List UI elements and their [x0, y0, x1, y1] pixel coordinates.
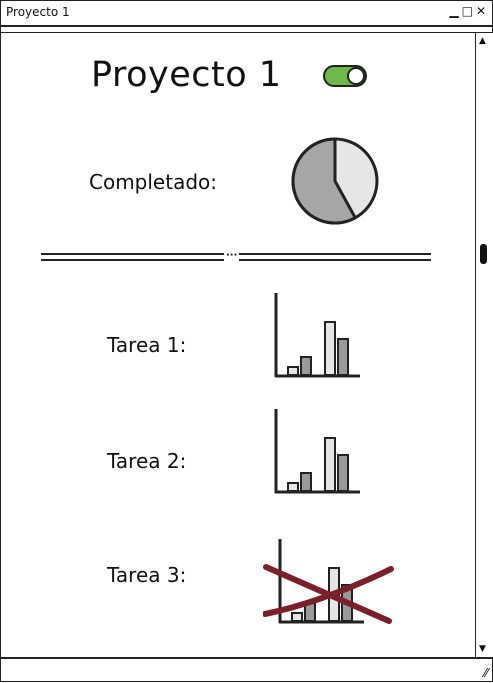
bar	[300, 472, 312, 492]
resize-grip-icon[interactable]: ⁄⁄	[483, 666, 488, 680]
bar	[300, 356, 312, 376]
window-title: Proyecto 1	[6, 5, 70, 19]
scroll-up-icon[interactable]: ▲	[479, 36, 486, 46]
task-1-bar-chart	[274, 293, 360, 378]
project-toggle[interactable]	[323, 65, 367, 87]
splitter[interactable]: ···	[41, 250, 431, 263]
bar	[291, 612, 303, 622]
content-area: Proyecto 1 Completado: ··· Tarea 1: Tare…	[1, 33, 475, 657]
status-bar: ⁄⁄	[1, 657, 492, 683]
splitter-grip-icon[interactable]: ···	[224, 250, 240, 261]
task-2-bar-chart	[274, 409, 360, 494]
page-title: Proyecto 1	[91, 55, 282, 95]
task-1-label: Tarea 1:	[107, 333, 187, 357]
vertical-scrollbar[interactable]: ▲ ▼	[475, 33, 493, 657]
bar	[324, 437, 336, 492]
bar	[337, 338, 349, 376]
cross-out-stroke	[263, 566, 394, 617]
close-button[interactable]: ✕	[475, 4, 486, 18]
maximize-button[interactable]: □	[461, 4, 473, 18]
completed-label: Completado:	[89, 170, 218, 194]
task-3-label: Tarea 3:	[107, 563, 187, 587]
toolbar-strip	[1, 28, 492, 33]
toggle-knob[interactable]	[347, 67, 365, 85]
title-bar: Proyecto 1 ▁ □ ✕	[1, 1, 492, 27]
scroll-down-icon[interactable]: ▼	[479, 644, 486, 654]
task-3-bar-chart	[263, 539, 394, 624]
completion-pie-chart	[291, 137, 379, 225]
minimize-button[interactable]: ▁	[449, 4, 459, 18]
cross-out-stroke	[263, 564, 392, 624]
task-2-label: Tarea 2:	[107, 449, 187, 473]
bar	[337, 454, 349, 492]
bar	[324, 321, 336, 376]
scrollbar-thumb[interactable]	[480, 244, 487, 264]
bar	[287, 366, 299, 376]
pie-completed-slice	[291, 137, 358, 225]
window-controls: ▁ □ ✕	[449, 4, 486, 18]
bar	[287, 482, 299, 492]
